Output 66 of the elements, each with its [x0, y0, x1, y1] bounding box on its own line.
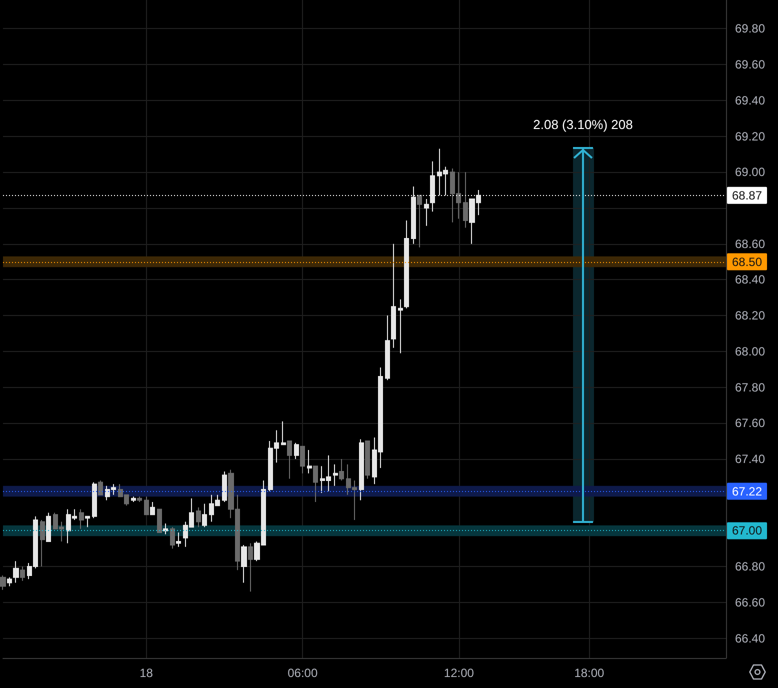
candlestick [202, 503, 207, 528]
candlestick [287, 440, 292, 480]
candlestick [307, 450, 312, 474]
y-tick-label: 66.40 [735, 631, 766, 646]
candlestick [411, 186, 416, 244]
candlestick [98, 480, 103, 496]
ref-line-label: 68.50 [732, 254, 762, 269]
candlestick [391, 243, 396, 348]
candlestick [157, 508, 162, 533]
candlestick [150, 502, 155, 516]
candlestick [359, 438, 364, 501]
candlestick [92, 482, 97, 519]
x-tick-label: 06:00 [288, 666, 318, 680]
candlestick [404, 220, 409, 309]
candlestick [131, 496, 136, 503]
candlestick [176, 532, 181, 548]
y-tick-label: 67.80 [735, 380, 766, 394]
candlestick [170, 526, 175, 550]
y-tick-label: 69.80 [735, 22, 766, 36]
candlestick [79, 508, 84, 530]
candlestick [248, 542, 253, 592]
x-tick-label: 12:00 [444, 666, 474, 680]
candlestick [85, 516, 90, 528]
candlestick [333, 464, 338, 486]
candlestick [7, 576, 12, 587]
y-tick-label: 68.20 [735, 308, 766, 323]
candlestick [241, 544, 247, 584]
candlestick [144, 496, 149, 516]
candlestick [339, 458, 344, 481]
candlestick [46, 512, 51, 542]
candlestick [417, 194, 422, 248]
candlestick [424, 198, 429, 226]
candlestick [222, 471, 227, 503]
candlestick [163, 523, 168, 535]
candlestick [294, 442, 299, 460]
candlestick [385, 315, 390, 381]
candlestick [300, 446, 305, 474]
y-tick-label: 66.80 [735, 560, 766, 574]
y-tick-label: 69.40 [735, 93, 766, 108]
y-tick-label: 68.40 [735, 272, 766, 287]
y-tick-label: 69.00 [735, 165, 766, 180]
y-tick-label: 67.60 [735, 416, 766, 430]
candlestick [365, 440, 370, 480]
x-tick-label: 18 [140, 666, 154, 680]
ref-line-label: 67.00 [732, 524, 762, 538]
y-tick-label: 69.60 [735, 58, 766, 72]
candlestick [463, 172, 468, 228]
y-tick-label: 68.00 [735, 344, 766, 358]
candlestick [0, 575, 6, 590]
y-tick-label: 67.40 [735, 452, 766, 466]
ref-line-label: 68.87 [732, 188, 762, 202]
candlestick [281, 420, 286, 446]
y-tick-label: 66.60 [735, 595, 766, 610]
candlestick [20, 566, 25, 582]
candlestick [13, 560, 19, 584]
annotation: 2.08 (3.10%) 208 [533, 117, 633, 132]
candlestick [137, 496, 142, 503]
y-tick-label: 68.60 [735, 236, 766, 251]
candlestick [398, 298, 403, 354]
x-tick-label: 18:00 [574, 666, 605, 680]
candlestick [40, 519, 45, 568]
y-tick-label: 69.20 [735, 129, 766, 144]
candlestick [430, 160, 435, 212]
candlestick [196, 506, 201, 528]
candlestick [313, 466, 318, 503]
ref-line-label: 67.22 [732, 484, 762, 498]
